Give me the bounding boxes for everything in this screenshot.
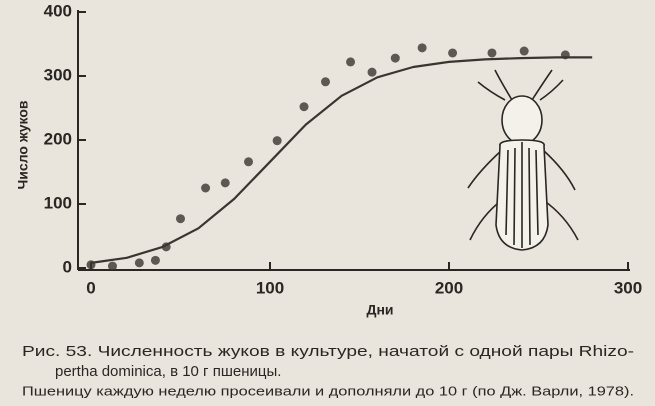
data-point — [487, 48, 497, 58]
data-point — [519, 46, 529, 56]
x-tick-label: 300 — [614, 278, 642, 297]
data-point — [244, 157, 254, 167]
data-point — [390, 53, 400, 63]
y-tick-label: 0 — [63, 257, 72, 276]
data-point — [220, 178, 230, 188]
y-tick-label: 200 — [44, 129, 72, 148]
data-point — [320, 77, 330, 87]
y-tick-label: 400 — [44, 1, 72, 20]
data-point — [201, 183, 211, 193]
beetle-drawing — [467, 69, 579, 251]
data-point — [134, 258, 144, 268]
y-tick-label: 100 — [44, 193, 72, 212]
caption-line: Рис. 53. Численность жуков в культуре, н… — [22, 343, 634, 360]
data-point — [272, 136, 282, 146]
y-axis-title: Число жуков — [15, 100, 31, 189]
data-point — [299, 102, 309, 112]
fitted-curve — [90, 56, 593, 264]
x-tick-label: 0 — [86, 278, 95, 297]
caption-note: Пшеницу каждую неделю просеивали и допол… — [22, 384, 634, 398]
data-point — [176, 214, 185, 224]
data-point — [367, 67, 377, 77]
data-point — [417, 43, 427, 53]
x-tick-label: 200 — [435, 278, 463, 297]
x-tick-label: 100 — [256, 278, 284, 297]
caption-line: pertha dominica, в 10 г пшеницы. — [55, 363, 281, 380]
x-axis-title: Дни — [366, 302, 393, 318]
y-tick-label: 300 — [44, 65, 72, 84]
data-point — [346, 57, 356, 67]
data-point — [107, 261, 117, 271]
data-point — [150, 255, 160, 265]
data-point — [448, 48, 458, 58]
